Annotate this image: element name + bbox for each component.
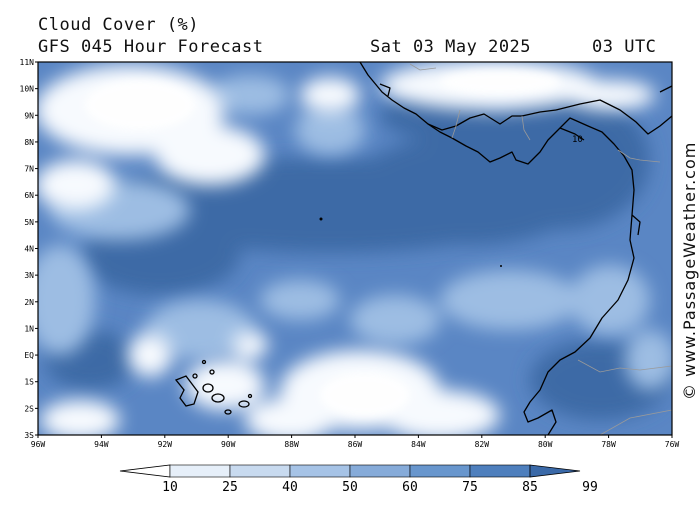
lon-tick-label: 86W	[348, 440, 363, 449]
lat-tick-label: 11N	[20, 58, 35, 67]
lon-tick-label: 80W	[538, 440, 553, 449]
lon-tick-label: 92W	[158, 440, 173, 449]
legend-swatch	[229, 464, 291, 478]
latitude-axis: 11N 10N 9N 8N 7N 6N 5N 4N 3N 2N 1N EQ 1S 2S 3S	[20, 58, 38, 440]
legend-label: 75	[462, 480, 478, 495]
lat-tick-label: 8N	[24, 138, 34, 147]
galapagos-islands	[174, 359, 253, 415]
legend-label: 99	[582, 480, 598, 495]
cloud-cover-field: 10	[38, 62, 672, 435]
legend-under-arrow	[119, 464, 171, 478]
lon-tick-label: 76W	[665, 440, 680, 449]
lat-tick-label: 2S	[24, 404, 34, 413]
lat-tick-label: 1S	[24, 378, 34, 387]
lon-tick-label: 88W	[284, 440, 299, 449]
lat-tick-label: 4N	[24, 245, 34, 254]
lat-tick-label: 3N	[24, 271, 34, 280]
legend-label: 25	[222, 480, 238, 495]
lat-tick-label: 3S	[24, 431, 34, 440]
forecast-date: Sat 03 May 2025	[370, 37, 532, 57]
lat-tick-label: 5N	[24, 218, 34, 227]
lon-tick-label: 78W	[601, 440, 616, 449]
legend-label: 50	[342, 480, 358, 495]
legend-label: 40	[282, 480, 298, 495]
lat-tick-label: 10N	[20, 85, 35, 94]
coastline	[359, 62, 672, 435]
lon-tick-label: 84W	[411, 440, 426, 449]
legend-swatch	[469, 464, 531, 478]
lat-tick-label: 6N	[24, 191, 34, 200]
forecast-time: 03 UTC	[592, 37, 657, 57]
lon-tick-label: 94W	[94, 440, 109, 449]
lon-tick-label: 90W	[221, 440, 236, 449]
longitude-axis: 96W 94W 92W 90W 88W 86W 84W 82W 80W 78W 76W	[31, 435, 680, 449]
lat-tick-label: EQ	[24, 351, 34, 360]
lat-tick-label: 1N	[24, 324, 34, 333]
lat-tick-label: 2N	[24, 298, 34, 307]
lon-tick-label: 96W	[31, 440, 46, 449]
colorbar-legend: 10 25 40 50 60 75 85 99	[119, 464, 598, 495]
legend-over-arrow	[529, 464, 581, 478]
legend-label: 60	[402, 480, 418, 495]
legend-label: 85	[522, 480, 538, 495]
legend-swatch	[349, 464, 411, 478]
legend-swatch	[289, 464, 351, 478]
legend-swatch	[169, 464, 231, 478]
map-title: Cloud Cover (%)	[38, 15, 200, 35]
legend-label: 10	[162, 480, 178, 495]
lon-tick-label: 82W	[475, 440, 490, 449]
legend-swatch	[409, 464, 471, 478]
lat-tick-label: 9N	[24, 111, 34, 120]
lat-tick-label: 7N	[24, 165, 34, 174]
forecast-subtitle: GFS 045 Hour Forecast	[38, 37, 264, 57]
contour-label: 10	[572, 135, 583, 145]
site-credit: © www.PassageWeather.com	[680, 141, 699, 400]
